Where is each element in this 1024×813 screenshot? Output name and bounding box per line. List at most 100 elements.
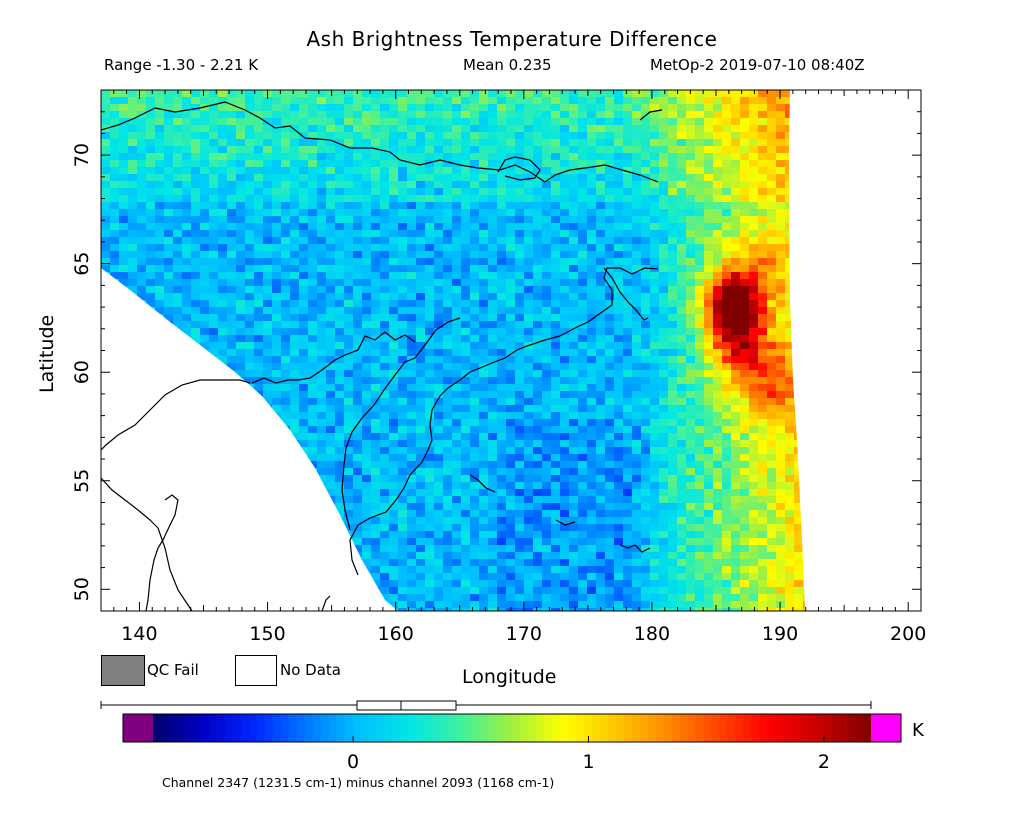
heatmap-cell [461,188,471,196]
heatmap-cell [281,125,291,133]
heatmap-cell [326,391,336,399]
heatmap-cell [461,307,471,315]
heatmap-cell [668,454,678,462]
heatmap-cell [191,223,201,231]
heatmap-cell [767,405,777,413]
heatmap-cell [632,335,642,343]
heatmap-cell [470,433,480,441]
heatmap-cell [389,496,399,504]
heatmap-cell [614,279,624,287]
heatmap-cell [506,132,516,140]
heatmap-cell [542,489,552,497]
heatmap-cell [632,314,642,322]
heatmap-cell [758,447,768,455]
heatmap-cell [569,370,579,378]
heatmap-cell [524,419,534,427]
heatmap-cell [596,195,606,203]
heatmap-cell [695,237,705,245]
heatmap-cell [731,97,741,105]
heatmap-cell [776,419,786,427]
heatmap-cell [416,517,426,525]
heatmap-cell [758,160,768,168]
heatmap-cell [362,146,372,154]
heatmap-cell [227,181,237,189]
heatmap-cell [353,251,363,259]
heatmap-cell [173,153,183,161]
heatmap-cell [263,391,273,399]
heatmap-cell [362,293,372,301]
heatmap-cell [380,160,390,168]
heatmap-cell [479,475,489,483]
heatmap-cell [596,461,606,469]
heatmap-cell [425,440,435,448]
heatmap-cell [488,125,498,133]
heatmap-cell [677,139,687,147]
heatmap-cell [398,510,408,518]
heatmap-cell [596,468,606,476]
heatmap-cell [767,244,777,252]
heatmap-cell [272,209,282,217]
heatmap-cell [749,447,759,455]
heatmap-cell [245,139,255,147]
heatmap-cell [326,293,336,301]
heatmap-cell [308,132,318,140]
heatmap-cell [758,517,768,525]
heatmap-cell [434,181,444,189]
heatmap-cell [236,209,246,217]
heatmap-cell [587,167,597,175]
heatmap-cell [272,237,282,245]
heatmap-cell [272,349,282,357]
heatmap-cell [263,125,273,133]
heatmap-cell [254,153,264,161]
heatmap-cell [263,160,273,168]
heatmap-cell [470,454,480,462]
heatmap-cell [362,475,372,483]
heatmap-cell [182,293,192,301]
heatmap-cell [740,524,750,532]
heatmap-cell [785,286,795,294]
heatmap-cell [479,216,489,224]
heatmap-cell [632,174,642,182]
heatmap-cell [398,524,408,532]
heatmap-cell [281,321,291,329]
heatmap-cell [308,356,318,364]
heatmap-cell [389,300,399,308]
heatmap-cell [524,517,534,525]
heatmap-cell [587,335,597,343]
heatmap-cell [740,328,750,336]
heatmap-cell [173,118,183,126]
heatmap-cell [128,90,138,98]
heatmap-cell [398,258,408,266]
heatmap-cell [542,307,552,315]
heatmap-cell [551,167,561,175]
heatmap-cell [308,125,318,133]
heatmap-cell [362,153,372,161]
heatmap-cell [614,524,624,532]
heatmap-cell [362,391,372,399]
heatmap-cell [497,377,507,385]
heatmap-cell [614,251,624,259]
heatmap-cell [767,160,777,168]
heatmap-cell [686,314,696,322]
heatmap-cell [731,174,741,182]
heatmap-cell [767,384,777,392]
heatmap-cell [776,279,786,287]
heatmap-cell [794,503,804,511]
heatmap-cell [470,440,480,448]
heatmap-cell [569,426,579,434]
heatmap-cell [335,160,345,168]
heatmap-cell [371,125,381,133]
heatmap-cell [569,314,579,322]
heatmap-cell [209,314,219,322]
heatmap-cell [461,118,471,126]
heatmap-cell [488,426,498,434]
heatmap-cell [596,202,606,210]
heatmap-cell [137,272,147,280]
heatmap-cell [191,293,201,301]
heatmap-cell [587,496,597,504]
heatmap-cell [380,272,390,280]
heatmap-cell [299,118,309,126]
heatmap-cell [524,223,534,231]
heatmap-cell [758,342,768,350]
heatmap-cell [641,139,651,147]
